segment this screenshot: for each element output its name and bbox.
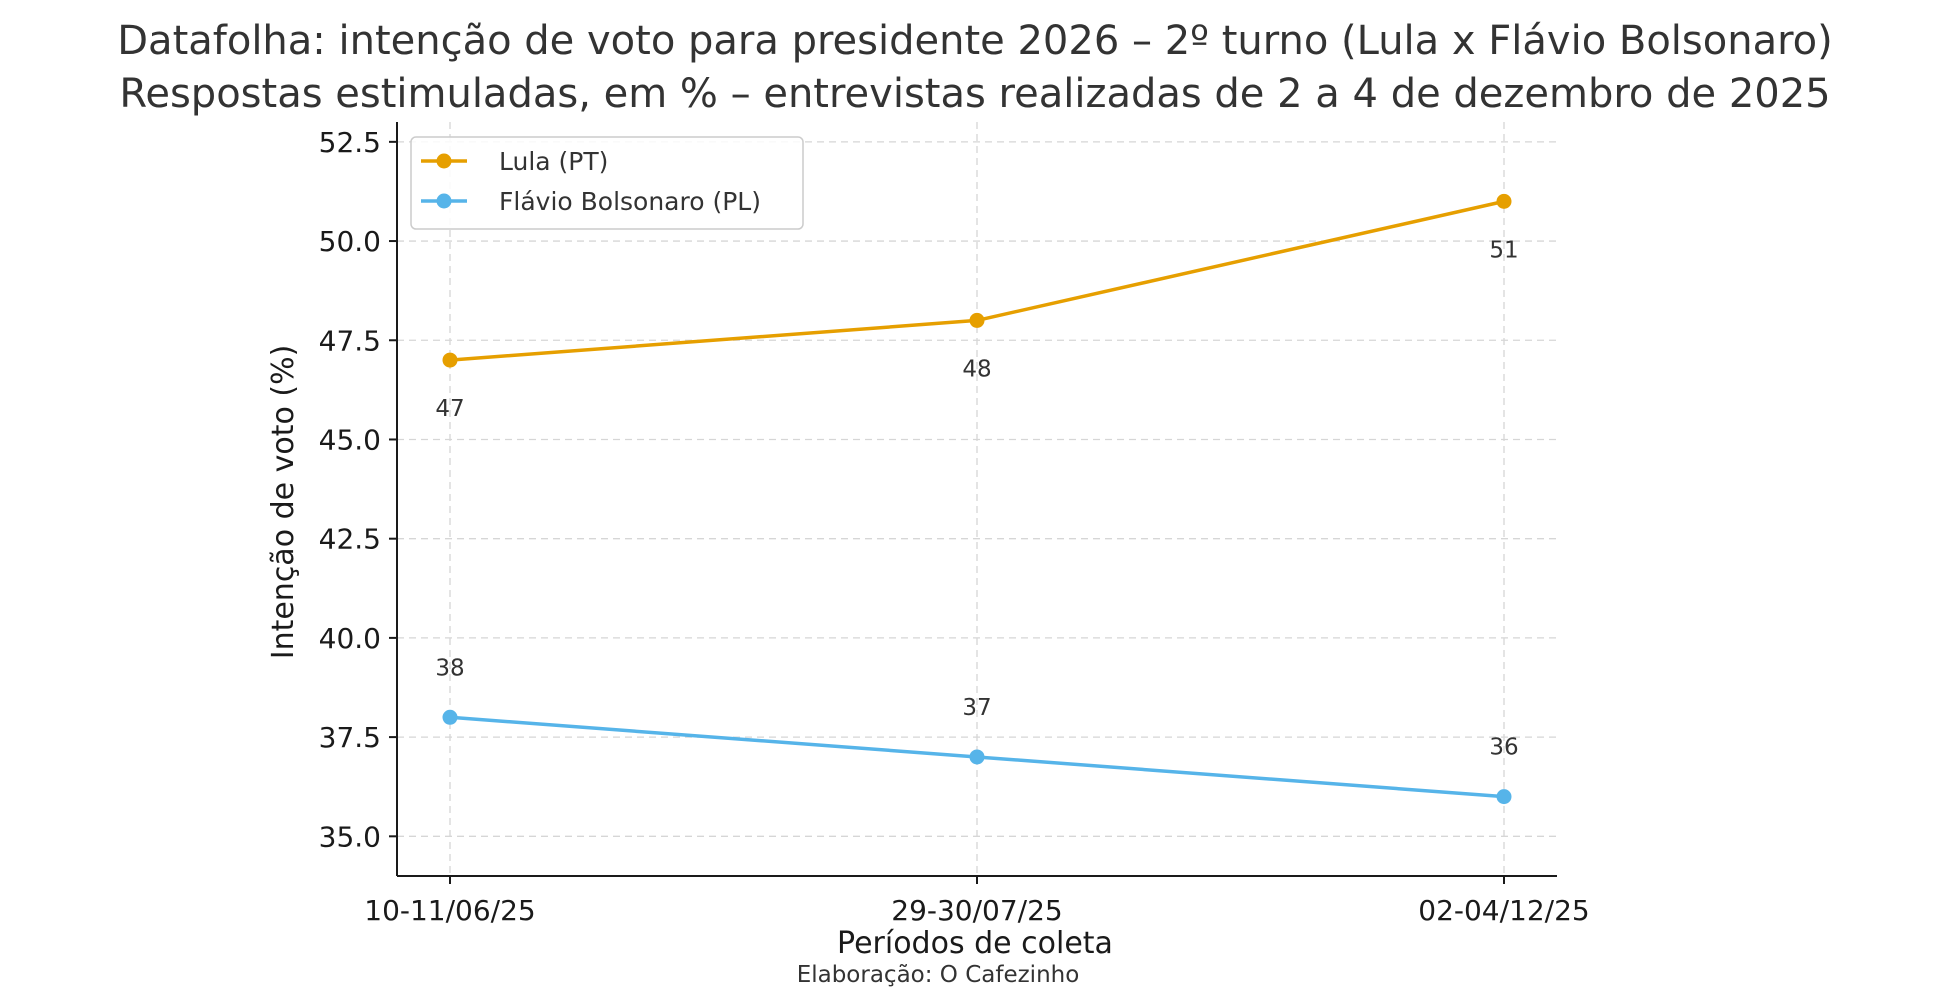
legend-label-flavio: Flávio Bolsonaro (PL) bbox=[499, 187, 761, 216]
chart-subtitle: Respostas estimuladas, em % – entrevista… bbox=[119, 71, 1830, 117]
data-label-flavio: 38 bbox=[435, 655, 464, 681]
legend-marker-lula bbox=[436, 153, 452, 169]
x-axis-label: Períodos de coleta bbox=[837, 926, 1113, 961]
axes: 35.0 37.5 40.0 42.5 45.0 47.5 50.0 52.5 10-11/06… bbox=[319, 122, 1590, 927]
series bbox=[442, 193, 1512, 805]
y-tick-label: 47.5 bbox=[319, 324, 381, 357]
data-label-lula: 51 bbox=[1489, 237, 1518, 263]
y-tick-label: 50.0 bbox=[319, 225, 381, 258]
data-label-lula: 48 bbox=[962, 356, 991, 382]
data-point-flavio bbox=[1496, 789, 1512, 805]
y-tick-label: 40.0 bbox=[319, 622, 381, 655]
legend: Lula (PT) Flávio Bolsonaro (PL) bbox=[410, 136, 804, 230]
legend-marker-flavio bbox=[436, 193, 452, 209]
data-point-flavio bbox=[442, 709, 458, 725]
data-point-lula bbox=[442, 352, 458, 368]
x-tick-label: 02-04/12/25 bbox=[1418, 894, 1590, 927]
y-tick-label: 35.0 bbox=[319, 820, 381, 853]
y-tick-label: 42.5 bbox=[319, 523, 381, 556]
data-point-lula bbox=[969, 312, 985, 328]
data-label-lula: 47 bbox=[435, 396, 464, 422]
x-tick-label: 29-30/07/25 bbox=[891, 894, 1063, 927]
data-label-flavio: 36 bbox=[1489, 735, 1518, 761]
data-point-lula bbox=[1496, 193, 1512, 209]
y-tick-label: 37.5 bbox=[319, 721, 381, 754]
chart-title: Datafolha: intenção de voto para preside… bbox=[117, 18, 1833, 64]
y-axis-label: Intenção de voto (%) bbox=[266, 345, 301, 660]
data-labels: 47 48 51 38 37 36 bbox=[435, 237, 1518, 760]
data-label-flavio: 37 bbox=[962, 695, 991, 721]
x-tick-label: 10-11/06/25 bbox=[364, 894, 536, 927]
credit-text: Elaboração: O Cafezinho bbox=[797, 962, 1080, 988]
legend-box bbox=[410, 136, 804, 230]
legend-label-lula: Lula (PT) bbox=[499, 147, 608, 176]
y-tick-label: 52.5 bbox=[319, 126, 381, 159]
y-tick-label: 45.0 bbox=[319, 423, 381, 456]
data-point-flavio bbox=[969, 749, 985, 765]
